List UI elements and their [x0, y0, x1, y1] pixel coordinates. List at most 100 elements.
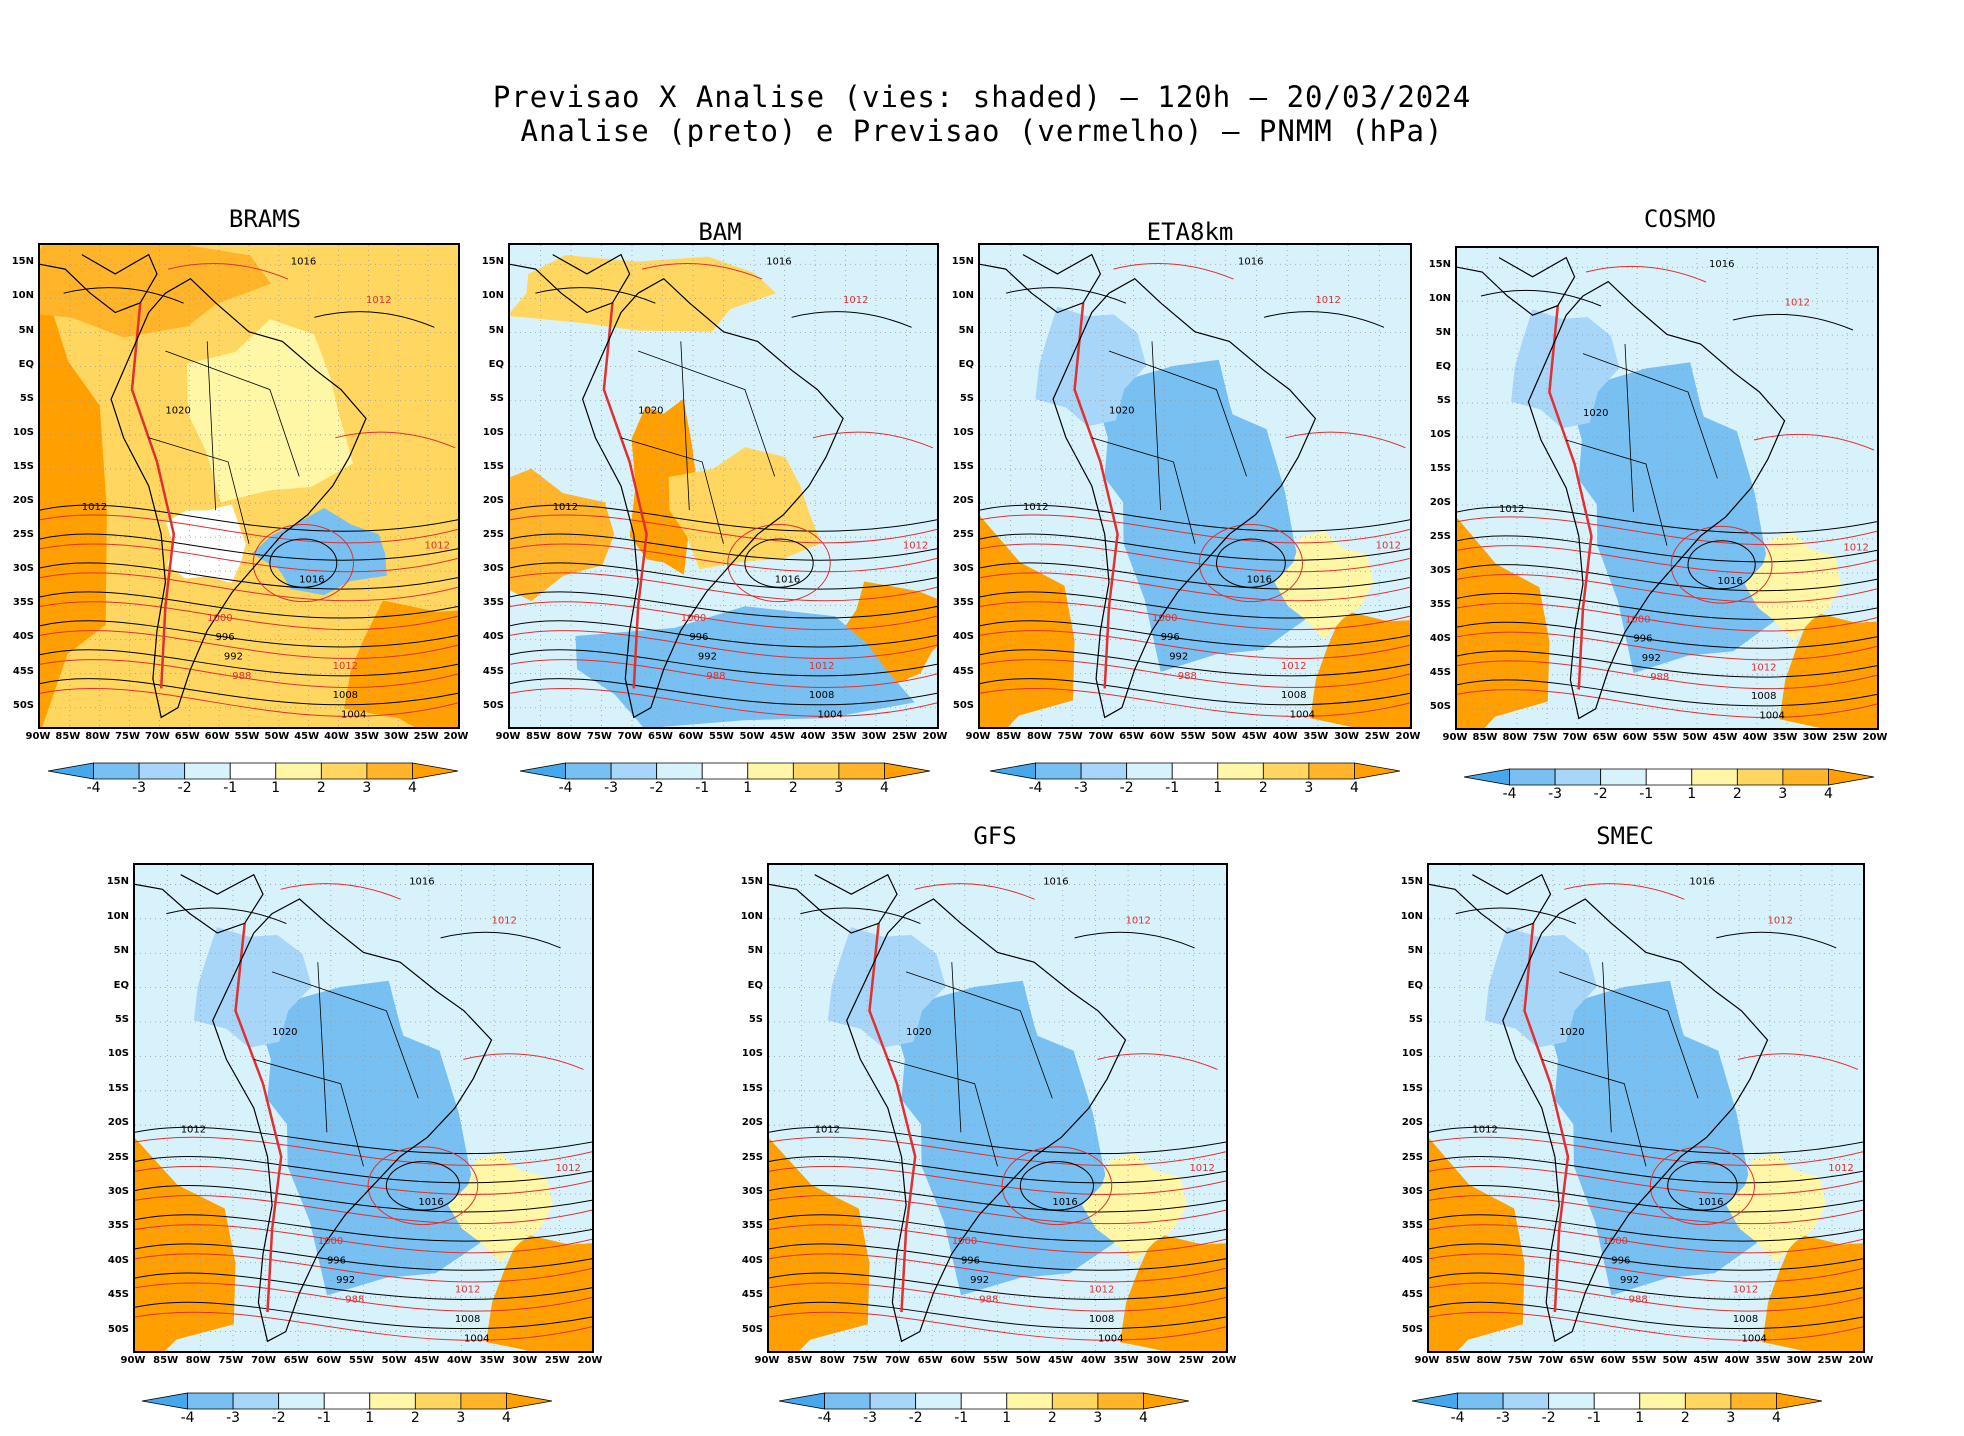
forecast-isobar	[1429, 1282, 1863, 1312]
analysis-isobar	[980, 591, 1410, 619]
latitude-label: 40S	[1429, 632, 1451, 644]
isobar-label: 1016	[291, 256, 316, 267]
forecast-low-contour	[367, 1146, 479, 1226]
latitude-label: 35S	[1401, 1220, 1423, 1232]
longitude-label: 90W	[25, 731, 51, 742]
longitude-label: 25W	[1817, 1355, 1843, 1366]
latitude-label: 45S	[107, 1289, 129, 1301]
isobar-segment	[335, 431, 456, 449]
isobar-segment	[1455, 907, 1576, 925]
longitude-label: 65W	[1119, 731, 1145, 742]
isobar-segment	[642, 263, 763, 280]
longitude-label: 35W	[1113, 1355, 1139, 1366]
forecast-isobar	[40, 630, 458, 660]
analysis-isobar	[980, 562, 1410, 590]
country-border	[620, 437, 724, 544]
latitude-label: 5S	[19, 392, 34, 404]
longitude-label: 50W	[264, 731, 290, 742]
isobar-label: 1012	[1828, 1163, 1853, 1174]
forecast-isobar	[980, 543, 1410, 573]
longitude-label: 70W	[617, 731, 643, 742]
isobar-label: 1012	[425, 541, 450, 552]
country-border	[1541, 1059, 1647, 1167]
colorbar-bin	[1035, 762, 1082, 780]
latitude-label: 5N	[958, 324, 974, 336]
isobar-segment	[800, 907, 921, 925]
longitude-label: 65W	[648, 731, 673, 742]
analysis-isobar	[980, 649, 1410, 677]
latitude-label: EQ	[1407, 979, 1423, 991]
andes-contours	[234, 923, 283, 1313]
colorbar-bin	[1463, 768, 1510, 786]
isobar-segment	[1753, 433, 1875, 451]
latitude-label: 25S	[1429, 530, 1451, 542]
latitude-label: 15N	[1428, 259, 1451, 271]
colorbar-tick-label: 4	[501, 1410, 511, 1426]
latitude-label: 30S	[952, 563, 974, 575]
colorbar-bin	[229, 762, 277, 780]
map-canvas: 1016 1012 1008 1004 1000 996 992 988 1020 1016 101…	[135, 865, 592, 1351]
isobar-segment	[1074, 931, 1195, 949]
bias-shading	[980, 515, 1075, 727]
isobar-label: 988	[1178, 671, 1197, 682]
andes-contours	[602, 302, 648, 689]
bias-shading	[344, 600, 458, 727]
analysis-isobar	[769, 1272, 1226, 1300]
isobar-segment	[166, 907, 287, 925]
latitude-label: 5S	[748, 1014, 763, 1025]
colorbar-tick-label: -4	[817, 1410, 832, 1426]
longitude-label: 85W	[1472, 732, 1498, 743]
colorbar-bin	[1308, 762, 1355, 780]
isobar-label: 1000	[1603, 1236, 1628, 1247]
longitude-label: 45W	[1048, 1355, 1074, 1366]
forecast-isobar	[980, 659, 1410, 689]
longitude-label: 35W	[1303, 731, 1329, 742]
map-panel: 1016 1012 1008 1004 1000 996 992 988 1020 1016 101…	[38, 243, 460, 729]
country-border	[148, 437, 250, 544]
colorbar-bin	[1730, 1392, 1777, 1410]
analysis-isobar	[769, 1301, 1226, 1330]
analysis-isobar	[1429, 1301, 1863, 1330]
colorbar-bin	[366, 762, 413, 780]
isobar-label: 996	[689, 632, 708, 643]
isobar-label: 1000	[1625, 614, 1650, 625]
longitude-label: 60W	[950, 1355, 976, 1366]
analysis-isobar	[1429, 1185, 1863, 1213]
map-panel: 1016 1012 1008 1004 1000 996 992 988 1020 1016 101…	[508, 243, 939, 729]
isobar-label: 1016	[1689, 876, 1714, 887]
analysis-isobar	[135, 1126, 592, 1155]
country-border	[165, 350, 300, 477]
colorbar-tick-label: 1	[1635, 1410, 1645, 1426]
forecast-isobar	[135, 1195, 592, 1225]
latitude-label: EQ	[1435, 361, 1451, 373]
bias-shading	[193, 927, 312, 1048]
latitude-label: 40S	[482, 631, 504, 643]
andes-contours	[1548, 305, 1593, 690]
bias-shading	[1569, 362, 1713, 515]
colorbar-tick-label: 3	[456, 1410, 466, 1426]
isobar-label: 1020	[1559, 1027, 1584, 1038]
bias-shading	[1484, 927, 1597, 1048]
forecast-low-contour	[1649, 1146, 1756, 1226]
longitude-label: 20W	[1395, 731, 1421, 742]
bias-shading	[187, 319, 353, 503]
longitude-label: 55W	[1180, 731, 1206, 742]
colorbar-bin	[460, 1392, 507, 1410]
longitude-label: 90W	[1414, 1355, 1440, 1366]
isobar-segment	[1263, 311, 1385, 328]
isobar-segment	[914, 883, 1035, 900]
longitude-label: 55W	[1631, 1355, 1657, 1366]
country-border	[905, 971, 1053, 1099]
colorbar-tick-label: -2	[908, 1410, 923, 1426]
longitude-label: 25W	[892, 731, 917, 742]
low-pressure-center	[1667, 1160, 1738, 1211]
isobar-label: 1012	[181, 1124, 206, 1135]
longitude-label: 25W	[1178, 1355, 1204, 1366]
colorbar-tick-label: -3	[604, 780, 619, 796]
analysis-isobar	[1457, 564, 1877, 592]
isobar-segment	[1716, 931, 1837, 949]
forecast-isobar	[769, 1282, 1226, 1312]
panel-title: BRAMS	[228, 205, 302, 233]
isobar-label: 1004	[817, 709, 842, 720]
latitude-label: 30S	[741, 1185, 763, 1197]
